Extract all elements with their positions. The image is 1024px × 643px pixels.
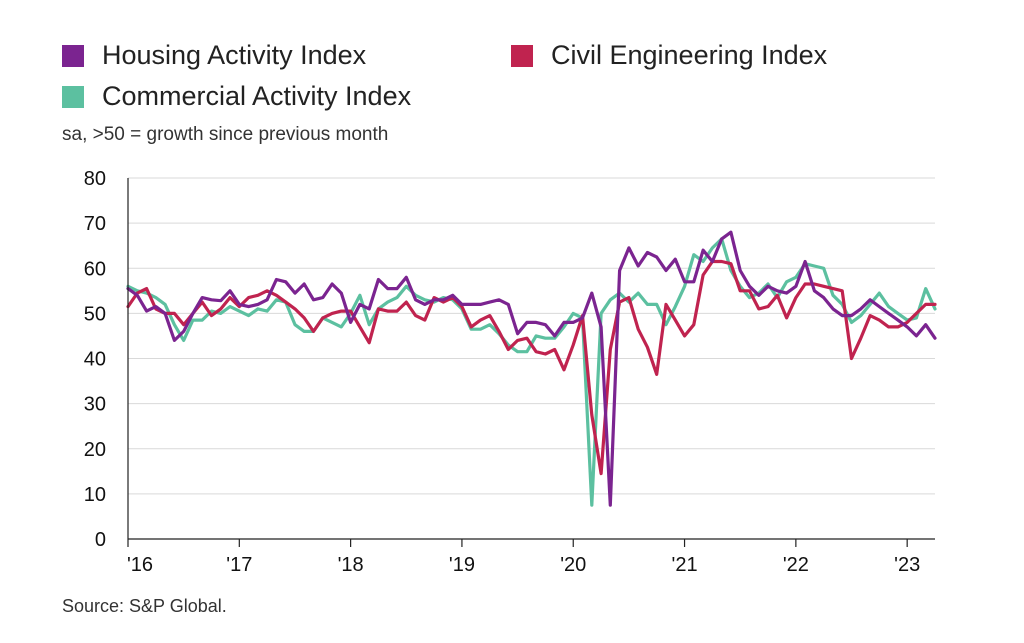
source-note: Source: S&P Global. bbox=[62, 596, 227, 616]
y-tick-label: 80 bbox=[84, 168, 106, 190]
y-tick-label: 10 bbox=[84, 484, 106, 506]
legend-label-housing: Housing Activity Index bbox=[102, 40, 367, 70]
axes: 0 10 20 30 40 50 60 70 80 '16 '17 '18 '19 '20 '21 '22 '2… bbox=[84, 168, 935, 576]
series-lines bbox=[126, 230, 937, 507]
series-line-housing-activity-index bbox=[126, 230, 937, 507]
y-tick-label: 30 bbox=[84, 394, 106, 416]
legend-item-civil: Civil Engineering Index bbox=[511, 40, 827, 71]
y-tick-label: 50 bbox=[84, 303, 106, 325]
legend-swatch-civil bbox=[511, 44, 533, 67]
x-tick-label: '22 bbox=[783, 554, 809, 576]
series-line-commercial-activity-index bbox=[126, 237, 937, 507]
series-line-civil-engineering-index bbox=[126, 259, 937, 476]
y-tick-label: 60 bbox=[84, 258, 106, 280]
legend-label-civil: Civil Engineering Index bbox=[551, 40, 828, 70]
x-tick-label: '21 bbox=[672, 554, 698, 576]
y-tick-label: 0 bbox=[95, 529, 106, 551]
grid-lines bbox=[128, 177, 935, 495]
chart-subtitle: sa, >50 = growth since previous month bbox=[62, 124, 389, 145]
x-tick-label: '19 bbox=[449, 554, 475, 576]
x-tick-label: '16 bbox=[127, 554, 153, 576]
y-tick-label: 70 bbox=[84, 213, 106, 235]
x-tick-label: '17 bbox=[226, 554, 252, 576]
x-tick-label: '20 bbox=[560, 554, 586, 576]
legend-item-commercial: Commercial Activity Index bbox=[62, 81, 411, 112]
legend-swatch-housing bbox=[62, 44, 84, 67]
y-tick-label: 40 bbox=[84, 349, 106, 371]
legend-swatch-commercial bbox=[62, 85, 84, 108]
legend-item-housing: Housing Activity Index bbox=[62, 40, 366, 71]
x-tick-label: '23 bbox=[894, 554, 920, 576]
x-tick-label: '18 bbox=[338, 554, 364, 576]
legend-label-commercial: Commercial Activity Index bbox=[102, 81, 412, 111]
y-tick-label: 20 bbox=[84, 439, 106, 461]
